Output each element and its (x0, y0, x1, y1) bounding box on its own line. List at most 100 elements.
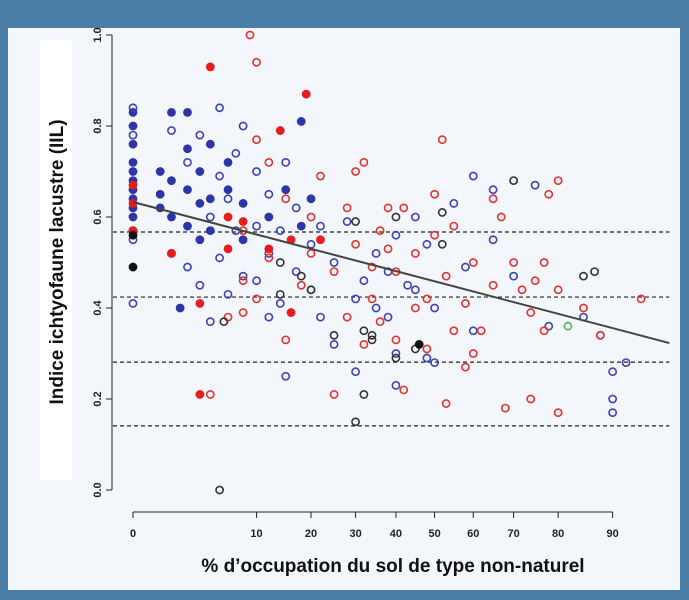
point (195, 235, 205, 245)
point (544, 189, 554, 199)
point (329, 339, 339, 349)
point (422, 344, 432, 354)
point (608, 408, 618, 418)
y-tick-label: 0.2 (92, 391, 104, 406)
point (509, 258, 519, 267)
point (128, 130, 138, 140)
point (231, 148, 241, 158)
point (128, 299, 138, 308)
point (595, 330, 605, 340)
point (215, 253, 224, 263)
point (410, 303, 420, 313)
point (167, 248, 176, 258)
point (461, 262, 470, 272)
point (359, 276, 369, 286)
point (205, 390, 215, 399)
point (359, 326, 369, 336)
point (281, 185, 291, 195)
point (342, 312, 352, 322)
point (264, 312, 274, 322)
point (296, 117, 306, 126)
x-axis-label: % d’occupation du sol de type non-nature… (201, 556, 584, 577)
point (205, 317, 215, 327)
point (252, 294, 261, 304)
point (383, 244, 393, 254)
point (351, 217, 360, 226)
point (351, 417, 360, 427)
point (167, 107, 176, 117)
point (264, 253, 274, 263)
point (399, 385, 409, 395)
point (437, 135, 447, 145)
point (422, 353, 432, 363)
x-tick-label: 30 (349, 528, 361, 540)
point (215, 103, 224, 113)
point (306, 285, 316, 295)
point (351, 239, 360, 249)
point (296, 280, 306, 290)
point (391, 349, 401, 358)
point (215, 171, 224, 181)
point (342, 217, 352, 226)
point (205, 226, 215, 236)
point (128, 121, 138, 131)
point (195, 299, 205, 308)
point (329, 258, 339, 267)
point (215, 485, 224, 495)
point (509, 176, 519, 185)
point (359, 390, 369, 399)
point (461, 362, 470, 372)
point (183, 185, 192, 195)
point (441, 399, 451, 408)
point (391, 212, 401, 222)
point (183, 144, 192, 154)
point (175, 303, 185, 313)
x-tick-label: 0 (130, 528, 136, 540)
trend-line (132, 201, 670, 345)
point (375, 317, 385, 327)
point (183, 262, 192, 272)
point (275, 126, 285, 135)
point (410, 248, 420, 258)
point (437, 208, 447, 217)
point (316, 312, 325, 322)
point (238, 276, 248, 286)
point (128, 180, 138, 190)
x-tick-label: 90 (607, 528, 619, 540)
point (223, 185, 233, 195)
point (275, 299, 285, 308)
point (441, 271, 451, 281)
point (205, 62, 215, 72)
point (391, 380, 401, 390)
point (449, 221, 459, 231)
point (430, 189, 439, 199)
point (316, 171, 325, 181)
point (371, 303, 381, 313)
point (238, 271, 248, 281)
point (238, 121, 248, 131)
point (430, 230, 439, 240)
point (238, 235, 248, 245)
point (205, 139, 215, 149)
point (128, 262, 138, 272)
point (553, 285, 563, 295)
point (252, 167, 261, 176)
point (296, 271, 306, 281)
point (329, 330, 339, 340)
point (359, 339, 369, 349)
point (468, 349, 478, 358)
point (291, 203, 301, 213)
point (437, 239, 447, 249)
point (359, 157, 369, 167)
point (539, 258, 549, 267)
point (329, 390, 339, 399)
point (128, 167, 138, 176)
point (391, 335, 401, 345)
point (195, 167, 205, 176)
y-tick-label: 0.4 (92, 299, 104, 315)
point (223, 194, 233, 204)
point (286, 308, 296, 317)
point (403, 280, 413, 290)
point (155, 167, 165, 176)
